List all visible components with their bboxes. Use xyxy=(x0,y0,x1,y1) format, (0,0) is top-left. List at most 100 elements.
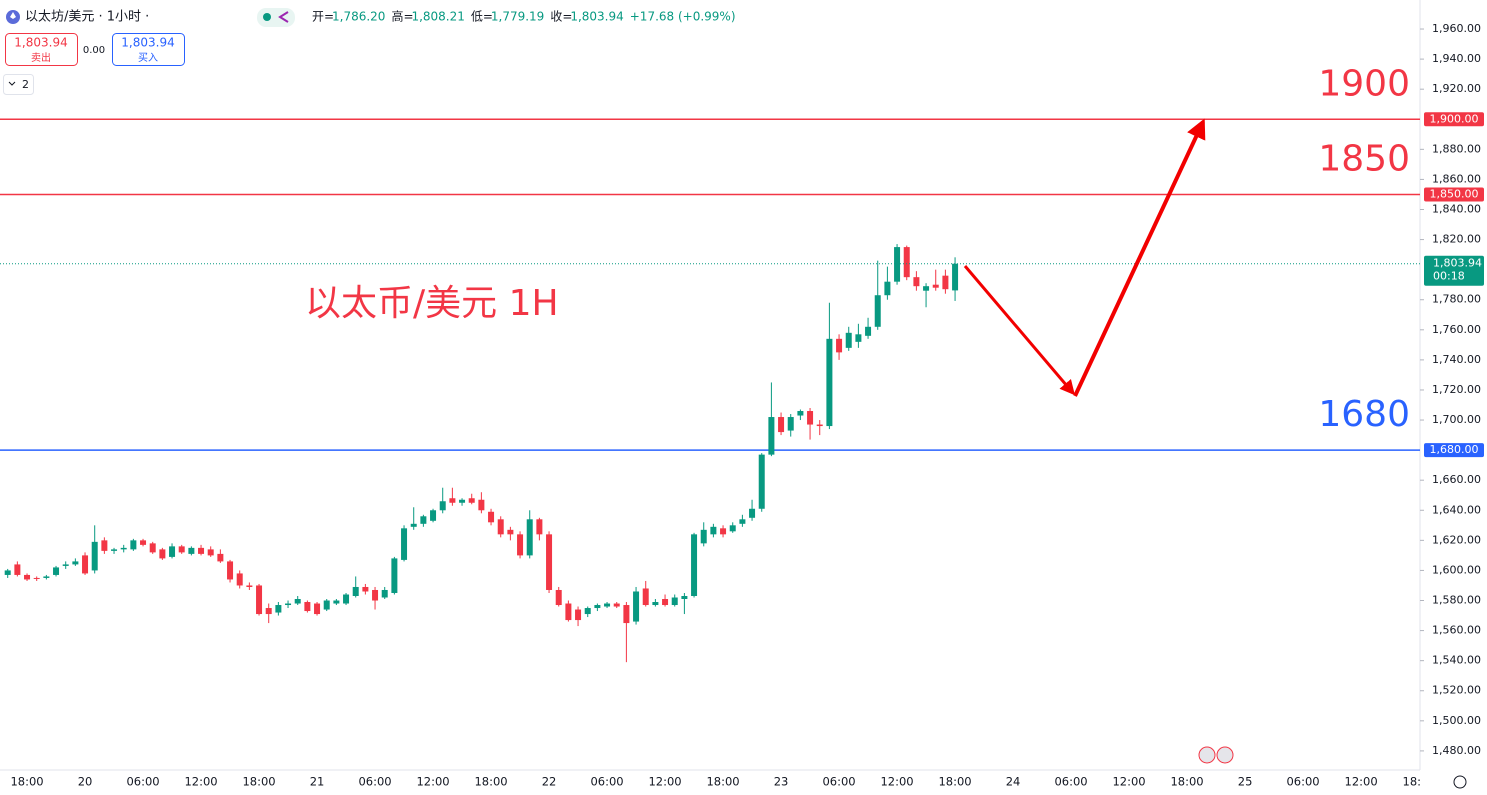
sell-price: 1,803.94 xyxy=(14,36,67,50)
ohlc-value: 1,779.19 xyxy=(491,10,544,24)
candle-body xyxy=(53,567,60,575)
candle-body xyxy=(246,585,253,587)
candle-body xyxy=(101,540,108,551)
x-tick-label: 18:00 xyxy=(10,775,43,789)
level-price: 1,850.00 xyxy=(1430,187,1479,200)
candle-body xyxy=(420,516,427,524)
last-price: 1,803.94 xyxy=(1433,257,1482,270)
y-tick-label: 1,700.00 xyxy=(1432,413,1481,426)
ohlc-label: 高 xyxy=(391,9,403,24)
candle-body xyxy=(333,600,340,604)
y-tick-label: 1,600.00 xyxy=(1432,563,1481,576)
x-tick-label: 12:00 xyxy=(1345,775,1378,789)
candle-body xyxy=(227,561,234,580)
candle-body xyxy=(72,561,79,565)
level-text: 1680 xyxy=(1318,394,1410,435)
sell-button[interactable] xyxy=(5,33,78,66)
candle-body xyxy=(314,603,321,615)
candle-body xyxy=(894,247,901,282)
candle-body xyxy=(807,411,814,425)
symbol-title[interactable]: 以太坊/美元 · 1小时 · xyxy=(25,10,149,25)
candle-body xyxy=(33,577,40,579)
candle-body xyxy=(729,525,736,532)
candle-body xyxy=(903,247,910,278)
arrow-down[interactable] xyxy=(963,265,1075,396)
x-tick-label: 06:00 xyxy=(126,775,159,789)
candle-body xyxy=(265,608,272,615)
x-tick-label: 22 xyxy=(542,775,557,789)
candle-body xyxy=(942,275,949,290)
candle-body xyxy=(459,499,466,503)
candle-body xyxy=(633,591,640,622)
y-tick-label: 1,860.00 xyxy=(1432,172,1481,185)
candle-body xyxy=(623,605,630,624)
candle-body xyxy=(343,594,350,604)
candle-body xyxy=(430,510,437,521)
candle-body xyxy=(352,586,359,596)
candle-body xyxy=(178,546,185,553)
candle-body xyxy=(256,585,263,615)
y-tick-label: 1,520.00 xyxy=(1432,684,1481,697)
x-tick-label: 23 xyxy=(774,775,789,789)
x-tick-label: 18:00 xyxy=(938,775,971,789)
candle-body xyxy=(207,549,214,556)
candle-body xyxy=(749,508,756,518)
x-tick-label: 12:00 xyxy=(880,775,913,789)
y-tick-label: 1,740.00 xyxy=(1432,353,1481,366)
candle-body xyxy=(758,454,765,509)
candle-body xyxy=(932,284,939,288)
candle-body xyxy=(401,528,408,560)
candle-body xyxy=(323,600,330,610)
level-price: 1,900.00 xyxy=(1430,112,1479,125)
candle-body xyxy=(652,602,659,606)
candle-body xyxy=(159,549,166,559)
indicator-toggle[interactable] xyxy=(3,74,34,95)
y-tick-label: 1,840.00 xyxy=(1432,202,1481,215)
ohlc-value: 1,808.21 xyxy=(411,10,464,24)
event-flag[interactable] xyxy=(1216,746,1234,764)
candle-body xyxy=(410,523,417,527)
x-tick-label: 06:00 xyxy=(1286,775,1319,789)
event-flag[interactable] xyxy=(1198,746,1216,764)
candle-body xyxy=(304,602,311,612)
candle-body xyxy=(372,589,379,601)
annotation[interactable]: 以太币/美元 1H xyxy=(305,283,559,324)
candle-body xyxy=(294,599,301,604)
settings-icon[interactable] xyxy=(1453,775,1467,789)
arrow-up[interactable] xyxy=(1073,118,1206,397)
ohlc-value: 1,786.20 xyxy=(332,10,385,24)
eth-icon-glyph xyxy=(10,12,16,19)
candle-body xyxy=(439,501,446,511)
candle-body xyxy=(845,332,852,348)
buy-button[interactable] xyxy=(112,33,185,66)
buy-price: 1,803.94 xyxy=(121,36,174,50)
ohlc-change: +17.68 (+0.99%) xyxy=(630,10,736,24)
ohlc-eq: = xyxy=(483,10,493,24)
price-axis: 1,480.00 1,500.00 1,520.00 1,540.00 1,560.00… xyxy=(1420,22,1484,757)
candle-body xyxy=(362,586,369,592)
level-text: 1850 xyxy=(1318,138,1410,179)
candle-body xyxy=(546,534,553,590)
candle-body xyxy=(604,603,611,607)
buy-label: 买入 xyxy=(138,52,158,64)
candle-body xyxy=(662,599,669,606)
candle-body xyxy=(507,529,514,535)
countdown: 00:18 xyxy=(1433,270,1465,283)
x-tick-label: 20 xyxy=(78,775,93,789)
level-badge xyxy=(1424,112,1484,127)
y-tick-label: 1,560.00 xyxy=(1432,624,1481,637)
x-tick-label: 12:00 xyxy=(416,775,449,789)
candle-body xyxy=(285,603,292,606)
candle-body xyxy=(797,411,804,416)
candle-body xyxy=(275,605,282,613)
status-pill[interactable] xyxy=(257,8,295,27)
candle-body xyxy=(381,589,388,598)
y-tick-label: 1,920.00 xyxy=(1432,82,1481,95)
level-text: 1900 xyxy=(1318,63,1410,104)
candle-body xyxy=(149,543,156,553)
candle-body xyxy=(836,338,843,353)
candle-body xyxy=(120,547,127,550)
candle-body xyxy=(468,498,475,503)
candle-body xyxy=(536,519,543,535)
x-tick-label: 21 xyxy=(310,775,325,789)
